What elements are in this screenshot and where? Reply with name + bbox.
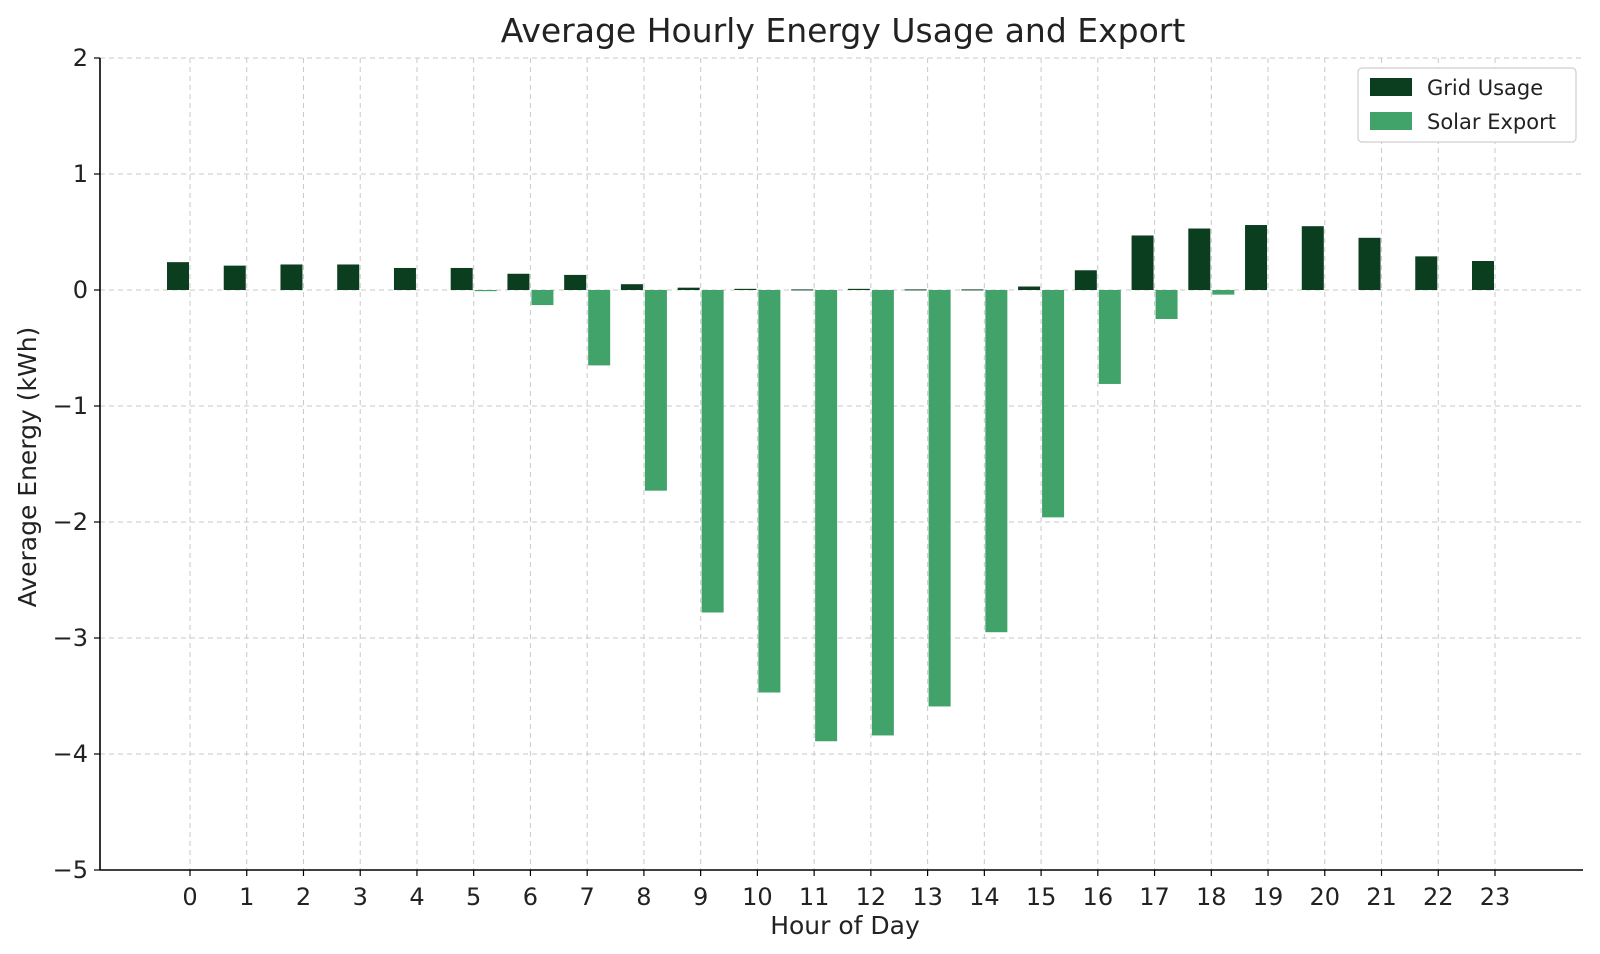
bar-grid-usage <box>961 289 984 291</box>
x-tick-label: 13 <box>912 883 943 911</box>
bar-grid-usage <box>167 262 189 290</box>
x-tick-label: 6 <box>523 883 538 911</box>
bar-solar-export <box>985 290 1008 633</box>
bar-grid-usage <box>677 287 700 290</box>
legend-frame <box>1357 67 1577 143</box>
bar-grid-usage <box>620 284 643 290</box>
y-tick-label: −1 <box>53 392 88 420</box>
bar-grid-usage <box>1301 226 1324 290</box>
bar-solar-export <box>474 290 497 292</box>
bar-grid-usage <box>1415 256 1438 290</box>
x-tick-label: 10 <box>742 883 773 911</box>
grid-lines <box>100 57 1583 871</box>
x-tick-label: 16 <box>1083 883 1114 911</box>
x-tick-label: 1 <box>239 883 254 911</box>
x-tick-label: 11 <box>799 883 830 911</box>
bar-solar-export <box>871 290 894 736</box>
x-tick-label: 23 <box>1480 883 1511 911</box>
x-tick-label: 9 <box>693 883 708 911</box>
x-tick-label: 14 <box>969 883 1000 911</box>
y-tick-label: 0 <box>73 276 88 304</box>
bar-grid-usage <box>393 267 416 290</box>
y-tick-label: −2 <box>53 508 88 536</box>
x-tick-label: 17 <box>1139 883 1170 911</box>
bar-solar-export <box>1155 290 1178 319</box>
bar-grid-usage <box>1472 261 1494 290</box>
y-tick-label: −4 <box>53 740 88 768</box>
bar-grid-usage <box>1188 228 1211 290</box>
bar-grid-usage <box>564 274 587 290</box>
bar-grid-usage <box>791 289 814 291</box>
x-tick-label: 8 <box>636 883 651 911</box>
x-tick-label: 15 <box>1026 883 1057 911</box>
bar-solar-export <box>928 290 951 707</box>
legend: Grid Usage Solar Export <box>1357 67 1577 143</box>
bar-grid-usage <box>847 288 870 290</box>
x-tick-label: 3 <box>353 883 368 911</box>
bars <box>167 225 1494 742</box>
bar-grid-usage <box>1358 237 1381 290</box>
x-axis-label: Hour of Day <box>770 911 920 940</box>
bar-grid-usage <box>223 265 246 290</box>
y-axis-ticks: 2 1 0 −1 −2 −3 −4 −5 <box>53 44 100 884</box>
bar-solar-export <box>588 290 611 366</box>
bar-grid-usage <box>450 267 473 290</box>
bar-solar-export <box>644 290 667 491</box>
x-tick-label: 20 <box>1310 883 1341 911</box>
legend-label-solar-export: Solar Export <box>1427 110 1556 134</box>
bar-grid-usage <box>337 264 360 290</box>
y-tick-label: −3 <box>53 624 88 652</box>
x-tick-label: 7 <box>580 883 595 911</box>
bar-solar-export <box>758 290 781 693</box>
y-axis-label: Average Energy (kWh) <box>13 327 42 608</box>
legend-swatch-solar-export <box>1370 112 1412 130</box>
x-tick-label: 5 <box>466 883 481 911</box>
y-tick-label: 1 <box>73 160 88 188</box>
bar-grid-usage <box>904 289 927 291</box>
bar-grid-usage <box>734 288 757 290</box>
y-tick-label: 2 <box>73 44 88 72</box>
x-tick-label: 2 <box>296 883 311 911</box>
bar-solar-export <box>701 290 724 613</box>
x-tick-label: 0 <box>182 883 197 911</box>
legend-label-grid-usage: Grid Usage <box>1427 76 1543 100</box>
y-tick-label: −5 <box>53 856 88 884</box>
bar-solar-export <box>815 290 838 742</box>
x-tick-label: 22 <box>1423 883 1454 911</box>
x-tick-label: 12 <box>856 883 887 911</box>
x-tick-label: 21 <box>1366 883 1397 911</box>
axes <box>99 58 1583 871</box>
bar-solar-export <box>531 290 554 306</box>
legend-swatch-grid-usage <box>1370 78 1412 96</box>
bar-grid-usage <box>1074 270 1097 290</box>
x-tick-label: 19 <box>1253 883 1284 911</box>
bar-solar-export <box>1098 290 1121 384</box>
bar-solar-export <box>1212 290 1235 295</box>
bar-grid-usage <box>280 264 303 290</box>
x-axis-ticks: 0 1 2 3 4 5 6 7 8 9 10 11 12 13 14 15 16 17 18 19 20 21 22 23 <box>182 870 1510 911</box>
bar-grid-usage <box>1245 225 1268 290</box>
x-tick-label: 4 <box>409 883 424 911</box>
bar-solar-export <box>1042 290 1065 518</box>
chart-title: Average Hourly Energy Usage and Export <box>501 11 1186 50</box>
bar-grid-usage <box>1131 235 1154 290</box>
bar-grid-usage <box>507 273 530 290</box>
bar-grid-usage <box>1018 286 1041 290</box>
x-tick-label: 18 <box>1196 883 1227 911</box>
